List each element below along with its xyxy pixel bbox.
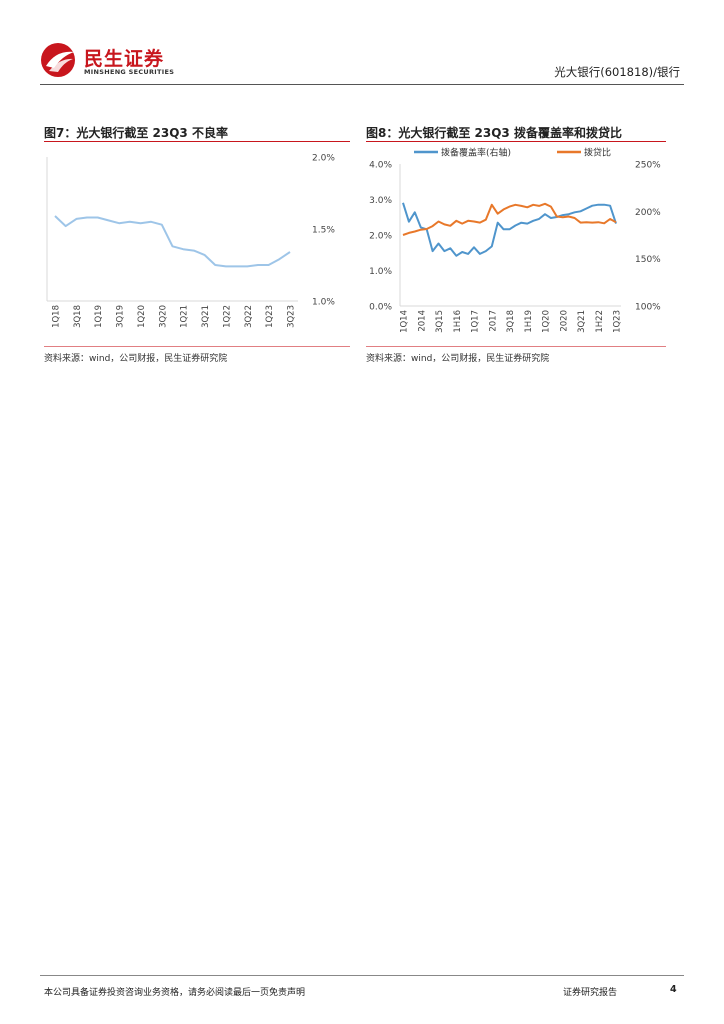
x-tick-label: 3Q21 — [577, 310, 587, 333]
footer-divider — [40, 975, 684, 976]
y-tick-label: 2.0% — [312, 154, 335, 164]
left-y-tick-label: 1.0% — [369, 267, 392, 277]
right-y-tick-label: 100% — [635, 303, 661, 313]
x-tick-label: 1H22 — [595, 310, 605, 333]
x-tick-label: 1Q19 — [94, 305, 104, 328]
x-tick-label: 1Q23 — [265, 305, 275, 328]
x-tick-label: 3Q18 — [506, 310, 516, 333]
x-tick-label: 3Q22 — [244, 305, 254, 328]
figure8-title-rule — [366, 141, 666, 142]
figure7-bottom-rule — [44, 346, 350, 347]
left-y-tick-label: 0.0% — [369, 303, 392, 313]
x-tick-label: 3Q21 — [201, 305, 211, 328]
company-logo: 民生证券 MINSHENG SECURITIES — [40, 42, 190, 78]
x-tick-label: 2020 — [559, 310, 569, 332]
header-stock-label: 光大银行(601818)/银行 — [554, 65, 680, 79]
provision-to-loan-line — [402, 202, 617, 236]
right-y-tick-label: 250% — [635, 161, 661, 171]
y-tick-label: 1.0% — [312, 298, 335, 308]
figure7-title: 图7：光大银行截至 23Q3 不良率 — [44, 126, 228, 140]
provision-coverage-line — [402, 202, 617, 257]
right-y-tick-label: 150% — [635, 255, 661, 265]
x-tick-label: 2014 — [417, 310, 427, 332]
x-tick-label: 3Q20 — [158, 305, 168, 328]
logo-chinese-name: 民生证券 — [84, 48, 165, 70]
x-tick-label: 1Q20 — [542, 310, 552, 333]
x-tick-label: 1H19 — [524, 310, 534, 333]
left-y-tick-label: 4.0% — [369, 161, 392, 171]
figure8-source: 资料来源：wind，公司财报，民生证券研究院 — [366, 354, 550, 364]
x-tick-label: 1H16 — [453, 310, 463, 333]
y-tick-label: 1.5% — [312, 226, 335, 236]
coverage-ratio-chart: 拨备覆盖率(右轴) 拨贷比 0.0% 1.0% 2.0% 3.0% 4.0% 100% 150… — [369, 147, 661, 333]
x-tick-label: 1Q23 — [613, 310, 623, 333]
figure8-bottom-rule — [366, 346, 666, 347]
npl-ratio-chart: 1.0% 1.5% 2.0% 1Q18 3Q18 1Q19 3Q19 1Q20 3Q20 1Q2… — [46, 154, 335, 328]
left-y-tick-label: 3.0% — [369, 196, 392, 206]
minsheng-logo-icon — [41, 43, 75, 77]
figure7-source: 资料来源：wind，公司财报，民生证券研究院 — [44, 354, 228, 364]
right-y-tick-label: 200% — [635, 208, 661, 218]
x-tick-label: 1Q18 — [52, 305, 62, 328]
logo-english-name: MINSHENG SECURITIES — [84, 68, 175, 76]
footer-doc-type: 证券研究报告 — [563, 988, 618, 998]
left-y-tick-label: 2.0% — [369, 232, 392, 242]
x-tick-label: 1Q22 — [222, 305, 232, 328]
x-tick-label: 1Q17 — [471, 310, 481, 333]
figure8-title: 图8：光大银行截至 23Q3 拨备覆盖率和拨贷比 — [366, 126, 622, 140]
x-tick-label: 3Q15 — [435, 310, 445, 333]
x-tick-label: 1Q21 — [180, 305, 190, 328]
x-tick-label: 2017 — [488, 310, 498, 332]
page-number: 4 — [670, 984, 677, 995]
legend-label: 拨贷比 — [584, 147, 611, 159]
npl-ratio-line — [54, 215, 291, 268]
footer-disclaimer: 本公司具备证券投资咨询业务资格，请务必阅读最后一页免责声明 — [44, 988, 306, 998]
figure7-title-rule — [44, 141, 350, 142]
x-tick-label: 3Q18 — [73, 305, 83, 328]
header-divider — [40, 84, 684, 85]
x-tick-label: 1Q14 — [400, 310, 410, 333]
x-tick-label: 3Q23 — [287, 305, 297, 328]
legend-label: 拨备覆盖率(右轴) — [441, 147, 511, 159]
x-tick-label: 3Q19 — [116, 305, 126, 328]
x-tick-label: 1Q20 — [137, 305, 147, 328]
